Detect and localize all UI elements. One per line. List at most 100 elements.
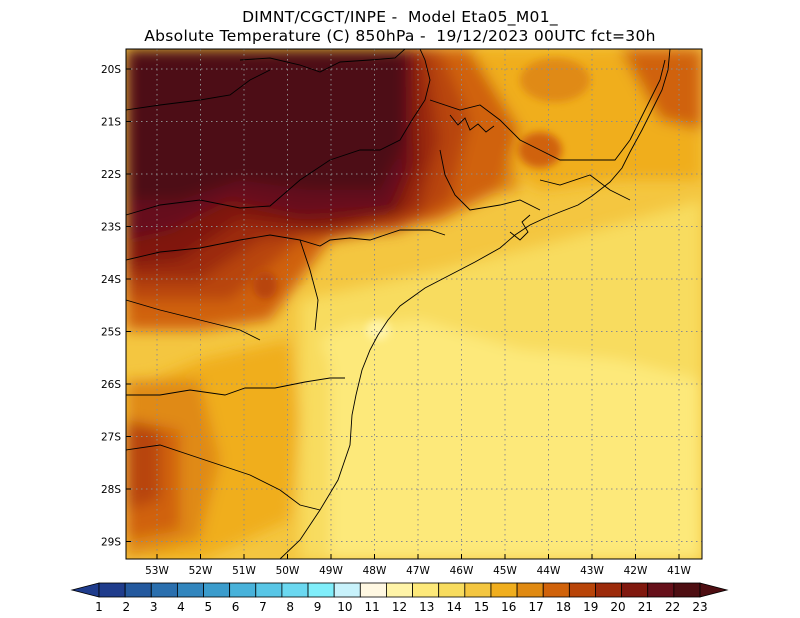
colorbar-swatch bbox=[621, 582, 649, 598]
colorbar-label: 11 bbox=[365, 600, 380, 614]
colorbar-label: 22 bbox=[665, 600, 680, 614]
colorbar-label: 17 bbox=[528, 600, 543, 614]
colorbar-swatch bbox=[333, 582, 361, 598]
coastline-and-borders bbox=[126, 49, 671, 559]
colorbar-label: 15 bbox=[474, 600, 489, 614]
border-interior-3 bbox=[126, 69, 271, 111]
lon-label: 52W bbox=[189, 565, 213, 577]
field-13c-coast bbox=[320, 320, 380, 400]
colorbar-label: 18 bbox=[556, 600, 571, 614]
colorbar-swatch bbox=[229, 582, 257, 598]
border-interior-1 bbox=[126, 299, 261, 341]
lon-label: 41W bbox=[667, 565, 691, 577]
colorbar-label: 12 bbox=[392, 600, 407, 614]
colorbar-swatch bbox=[438, 582, 466, 598]
lat-label: 29S bbox=[101, 537, 121, 549]
colorbar-swatch bbox=[124, 582, 152, 598]
lon-label: 51W bbox=[232, 565, 256, 577]
colorbar-swatch bbox=[647, 582, 675, 598]
lon-label: 42W bbox=[624, 565, 648, 577]
colorbar-label: 13 bbox=[419, 600, 434, 614]
colorbar-label: 2 bbox=[122, 600, 130, 614]
longitude-labels: 53W 52W 51W 50W 49W 48W 47W 46W 45W 44W 43W 42W 41W bbox=[145, 554, 691, 577]
coastline-bay bbox=[509, 214, 531, 241]
lon-label: 44W bbox=[537, 565, 561, 577]
lat-label: 24S bbox=[101, 274, 121, 286]
border-mg-sp bbox=[126, 49, 431, 216]
colorbar-label: 4 bbox=[177, 600, 185, 614]
lakes-rj bbox=[449, 114, 495, 133]
gridlines bbox=[126, 49, 702, 559]
colorbar-swatch bbox=[595, 582, 623, 598]
colorbar-swatch bbox=[281, 582, 309, 598]
border-sp-pr bbox=[126, 229, 446, 261]
colorbar-label: 6 bbox=[232, 600, 240, 614]
lat-label: 26S bbox=[101, 379, 121, 391]
colorbar-swatch bbox=[490, 582, 518, 598]
lon-label: 53W bbox=[145, 565, 169, 577]
colorbar-swatch bbox=[542, 582, 570, 598]
border-mg-rj bbox=[429, 99, 631, 161]
border-interior-4 bbox=[539, 174, 631, 201]
colorbar-swatch bbox=[255, 582, 283, 598]
colorbar-labels: 1 2 3 4 5 6 7 8 9 10 11 12 13 14 15 16 17 18 19 20 21 22 23 bbox=[95, 600, 707, 614]
lat-label: 28S bbox=[101, 484, 121, 496]
lon-label: 50W bbox=[276, 565, 300, 577]
colorbar-swatch bbox=[673, 582, 701, 598]
colorbar-swatch bbox=[176, 582, 204, 598]
field-12c-patch bbox=[366, 320, 390, 340]
colorbar-label: 8 bbox=[286, 600, 294, 614]
colorbar-label: 21 bbox=[638, 600, 653, 614]
colorbar-swatch bbox=[386, 582, 413, 598]
border-pr-sc bbox=[126, 377, 345, 396]
colorbar-label: 5 bbox=[204, 600, 212, 614]
colorbar-label: 14 bbox=[446, 600, 461, 614]
colorbar-label: 3 bbox=[150, 600, 158, 614]
field-13c-ocean bbox=[330, 320, 702, 559]
colorbar-swatch bbox=[203, 582, 231, 598]
colorbar-swatch bbox=[464, 582, 492, 598]
coastline bbox=[279, 49, 671, 559]
lat-label: 23S bbox=[101, 222, 121, 234]
colorbar-arrow-left bbox=[70, 582, 100, 598]
colorbar-swatch bbox=[359, 582, 387, 598]
field-23c bbox=[130, 49, 405, 200]
border-sp-rj bbox=[439, 149, 541, 211]
lon-label: 48W bbox=[363, 565, 387, 577]
temperature-field bbox=[126, 49, 702, 559]
border-sc-rs bbox=[126, 444, 321, 511]
lon-label: 43W bbox=[580, 565, 604, 577]
border-interior-2 bbox=[239, 49, 406, 73]
lat-label: 20S bbox=[101, 64, 121, 76]
colorbar-label: 9 bbox=[314, 600, 322, 614]
colorbar bbox=[70, 582, 729, 598]
field-17c-patch bbox=[520, 58, 590, 102]
lat-label: 22S bbox=[101, 169, 121, 181]
latitude-labels: 20S 21S 22S 23S 24S 25S 26S 27S 28S 29S bbox=[101, 64, 131, 549]
colorbar-label: 19 bbox=[583, 600, 598, 614]
lon-label: 47W bbox=[406, 565, 430, 577]
colorbar-label: 7 bbox=[259, 600, 267, 614]
colorbar-swatch bbox=[98, 582, 126, 598]
colorbar-swatch bbox=[307, 582, 335, 598]
border-mg-es bbox=[629, 59, 666, 141]
colorbar-swatch bbox=[150, 582, 178, 598]
title-line-1: DIMNT/CGCT/INPE - Model Eta05_M01_ bbox=[242, 8, 558, 26]
colorbar-label: 16 bbox=[501, 600, 516, 614]
border-ms-pr bbox=[299, 239, 319, 331]
colorbar-arrow-right bbox=[699, 582, 729, 598]
lon-label: 45W bbox=[493, 565, 517, 577]
colorbar-label: 1 bbox=[95, 600, 103, 614]
colorbar-swatch bbox=[412, 582, 440, 598]
plot-frame bbox=[125, 48, 703, 560]
colorbar-label: 10 bbox=[337, 600, 352, 614]
field-19c-sw bbox=[126, 420, 160, 510]
lon-label: 46W bbox=[450, 565, 474, 577]
field-20c-patch bbox=[253, 271, 277, 299]
title-line-2: Absolute Temperature (C) 850hPa - 19/12/… bbox=[144, 27, 656, 45]
lat-label: 25S bbox=[101, 327, 121, 339]
lon-label: 49W bbox=[319, 565, 343, 577]
colorbar-label: 23 bbox=[692, 600, 707, 614]
lat-label: 21S bbox=[101, 117, 121, 129]
